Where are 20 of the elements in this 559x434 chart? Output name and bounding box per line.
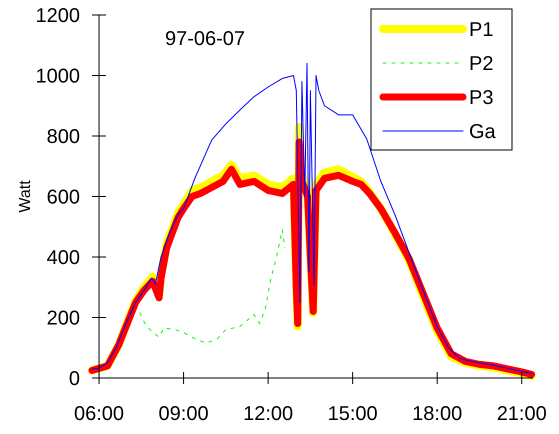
legend-label: P1 [469, 19, 494, 41]
text: 97-06-07 [164, 28, 246, 50]
y-axis-title: Watt [17, 180, 34, 213]
y-tick-label: 200 [46, 308, 80, 330]
y-tick-label: 1200 [36, 5, 80, 27]
line-series [139, 229, 286, 344]
legend-label: P3 [469, 87, 494, 109]
y-tick-label: 600 [46, 186, 80, 208]
x-tick-label: 12:00 [243, 403, 294, 425]
x-tick-label: 15:00 [328, 403, 378, 425]
x-tick-label: 09:00 [158, 403, 209, 425]
y-tick-label: 0 [68, 368, 80, 390]
y-tick-label: 1000 [36, 66, 80, 88]
y-tick-label: 800 [46, 126, 80, 148]
legend-label: Ga [469, 121, 497, 143]
legend-label: P2 [469, 53, 494, 75]
x-tick-label: 21:00 [496, 403, 547, 425]
y-tick-label: 400 [46, 247, 80, 269]
x-tick-label: 18:00 [412, 403, 462, 425]
x-tick-label: 06:00 [74, 403, 124, 425]
